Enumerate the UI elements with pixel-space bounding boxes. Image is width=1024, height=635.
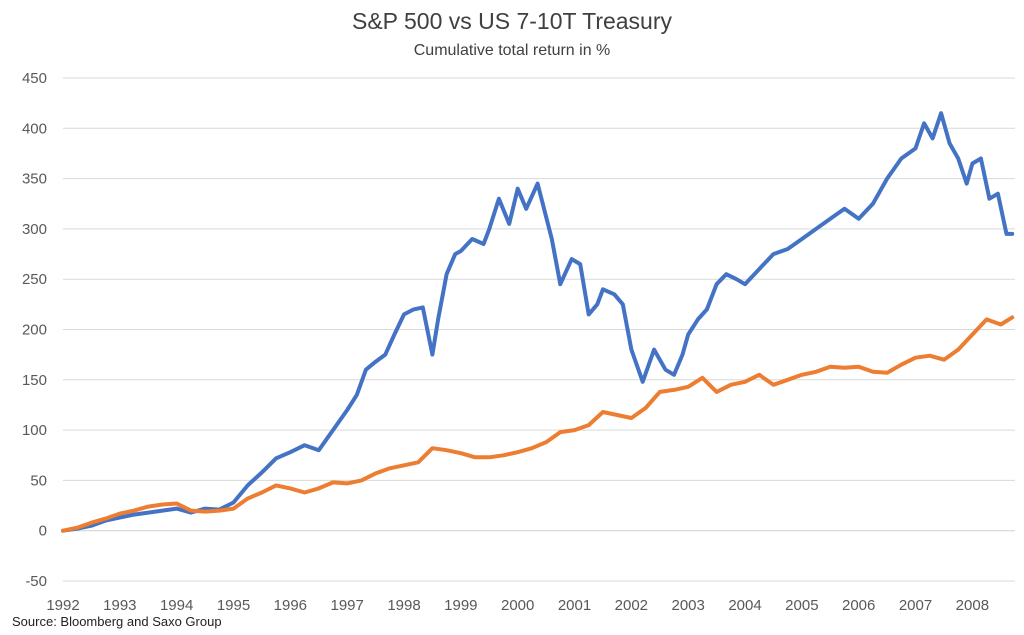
y-tick-label: 150 — [22, 372, 47, 389]
x-tick-label: 2002 — [615, 597, 648, 614]
y-tick-label: -50 — [25, 573, 47, 590]
series-lines — [61, 111, 1015, 533]
x-tick-label: 2004 — [728, 597, 761, 614]
gridlines — [63, 77, 1015, 582]
series-line-1 — [61, 111, 1015, 533]
x-tick-label: 1998 — [387, 597, 420, 614]
y-tick-label: 300 — [22, 221, 47, 238]
x-tick-label: 2001 — [558, 597, 591, 614]
y-tick-label: 0 — [39, 523, 47, 540]
x-tick-label: 2005 — [785, 597, 818, 614]
y-axis-ticks: -50 0 50 100 150 200 250 300 350 400 450 — [22, 70, 47, 590]
x-tick-label: 1992 — [46, 597, 79, 614]
x-tick-label: 1996 — [274, 597, 307, 614]
y-tick-label: 450 — [22, 70, 47, 87]
x-tick-label: 1993 — [103, 597, 136, 614]
x-tick-label: 2006 — [842, 597, 875, 614]
series-line-2 — [61, 315, 1015, 533]
chart-title: S&P 500 vs US 7-10T Treasury — [351, 8, 673, 34]
x-tick-label: 2003 — [672, 597, 705, 614]
y-tick-label: 100 — [22, 422, 47, 439]
x-tick-label: 2000 — [501, 597, 534, 614]
x-tick-label: 1994 — [160, 597, 193, 614]
y-tick-label: 350 — [22, 171, 47, 188]
source-note: Source: Bloomberg and Saxo Group — [12, 614, 222, 629]
x-tick-label: 1997 — [330, 597, 363, 614]
y-tick-label: 250 — [22, 271, 47, 288]
y-tick-label: 400 — [22, 120, 47, 137]
x-tick-label: 1995 — [217, 597, 250, 614]
x-tick-label: 1999 — [444, 597, 477, 614]
x-axis-ticks: 1992 1993 1994 1995 1996 1997 1998 1999 2000 2001… — [46, 597, 989, 614]
y-tick-label: 50 — [30, 472, 47, 489]
x-tick-label: 2007 — [899, 597, 932, 614]
chart-subtitle: Cumulative total return in % — [413, 42, 611, 59]
y-tick-label: 200 — [22, 322, 47, 339]
x-tick-label: 2008 — [956, 597, 989, 614]
